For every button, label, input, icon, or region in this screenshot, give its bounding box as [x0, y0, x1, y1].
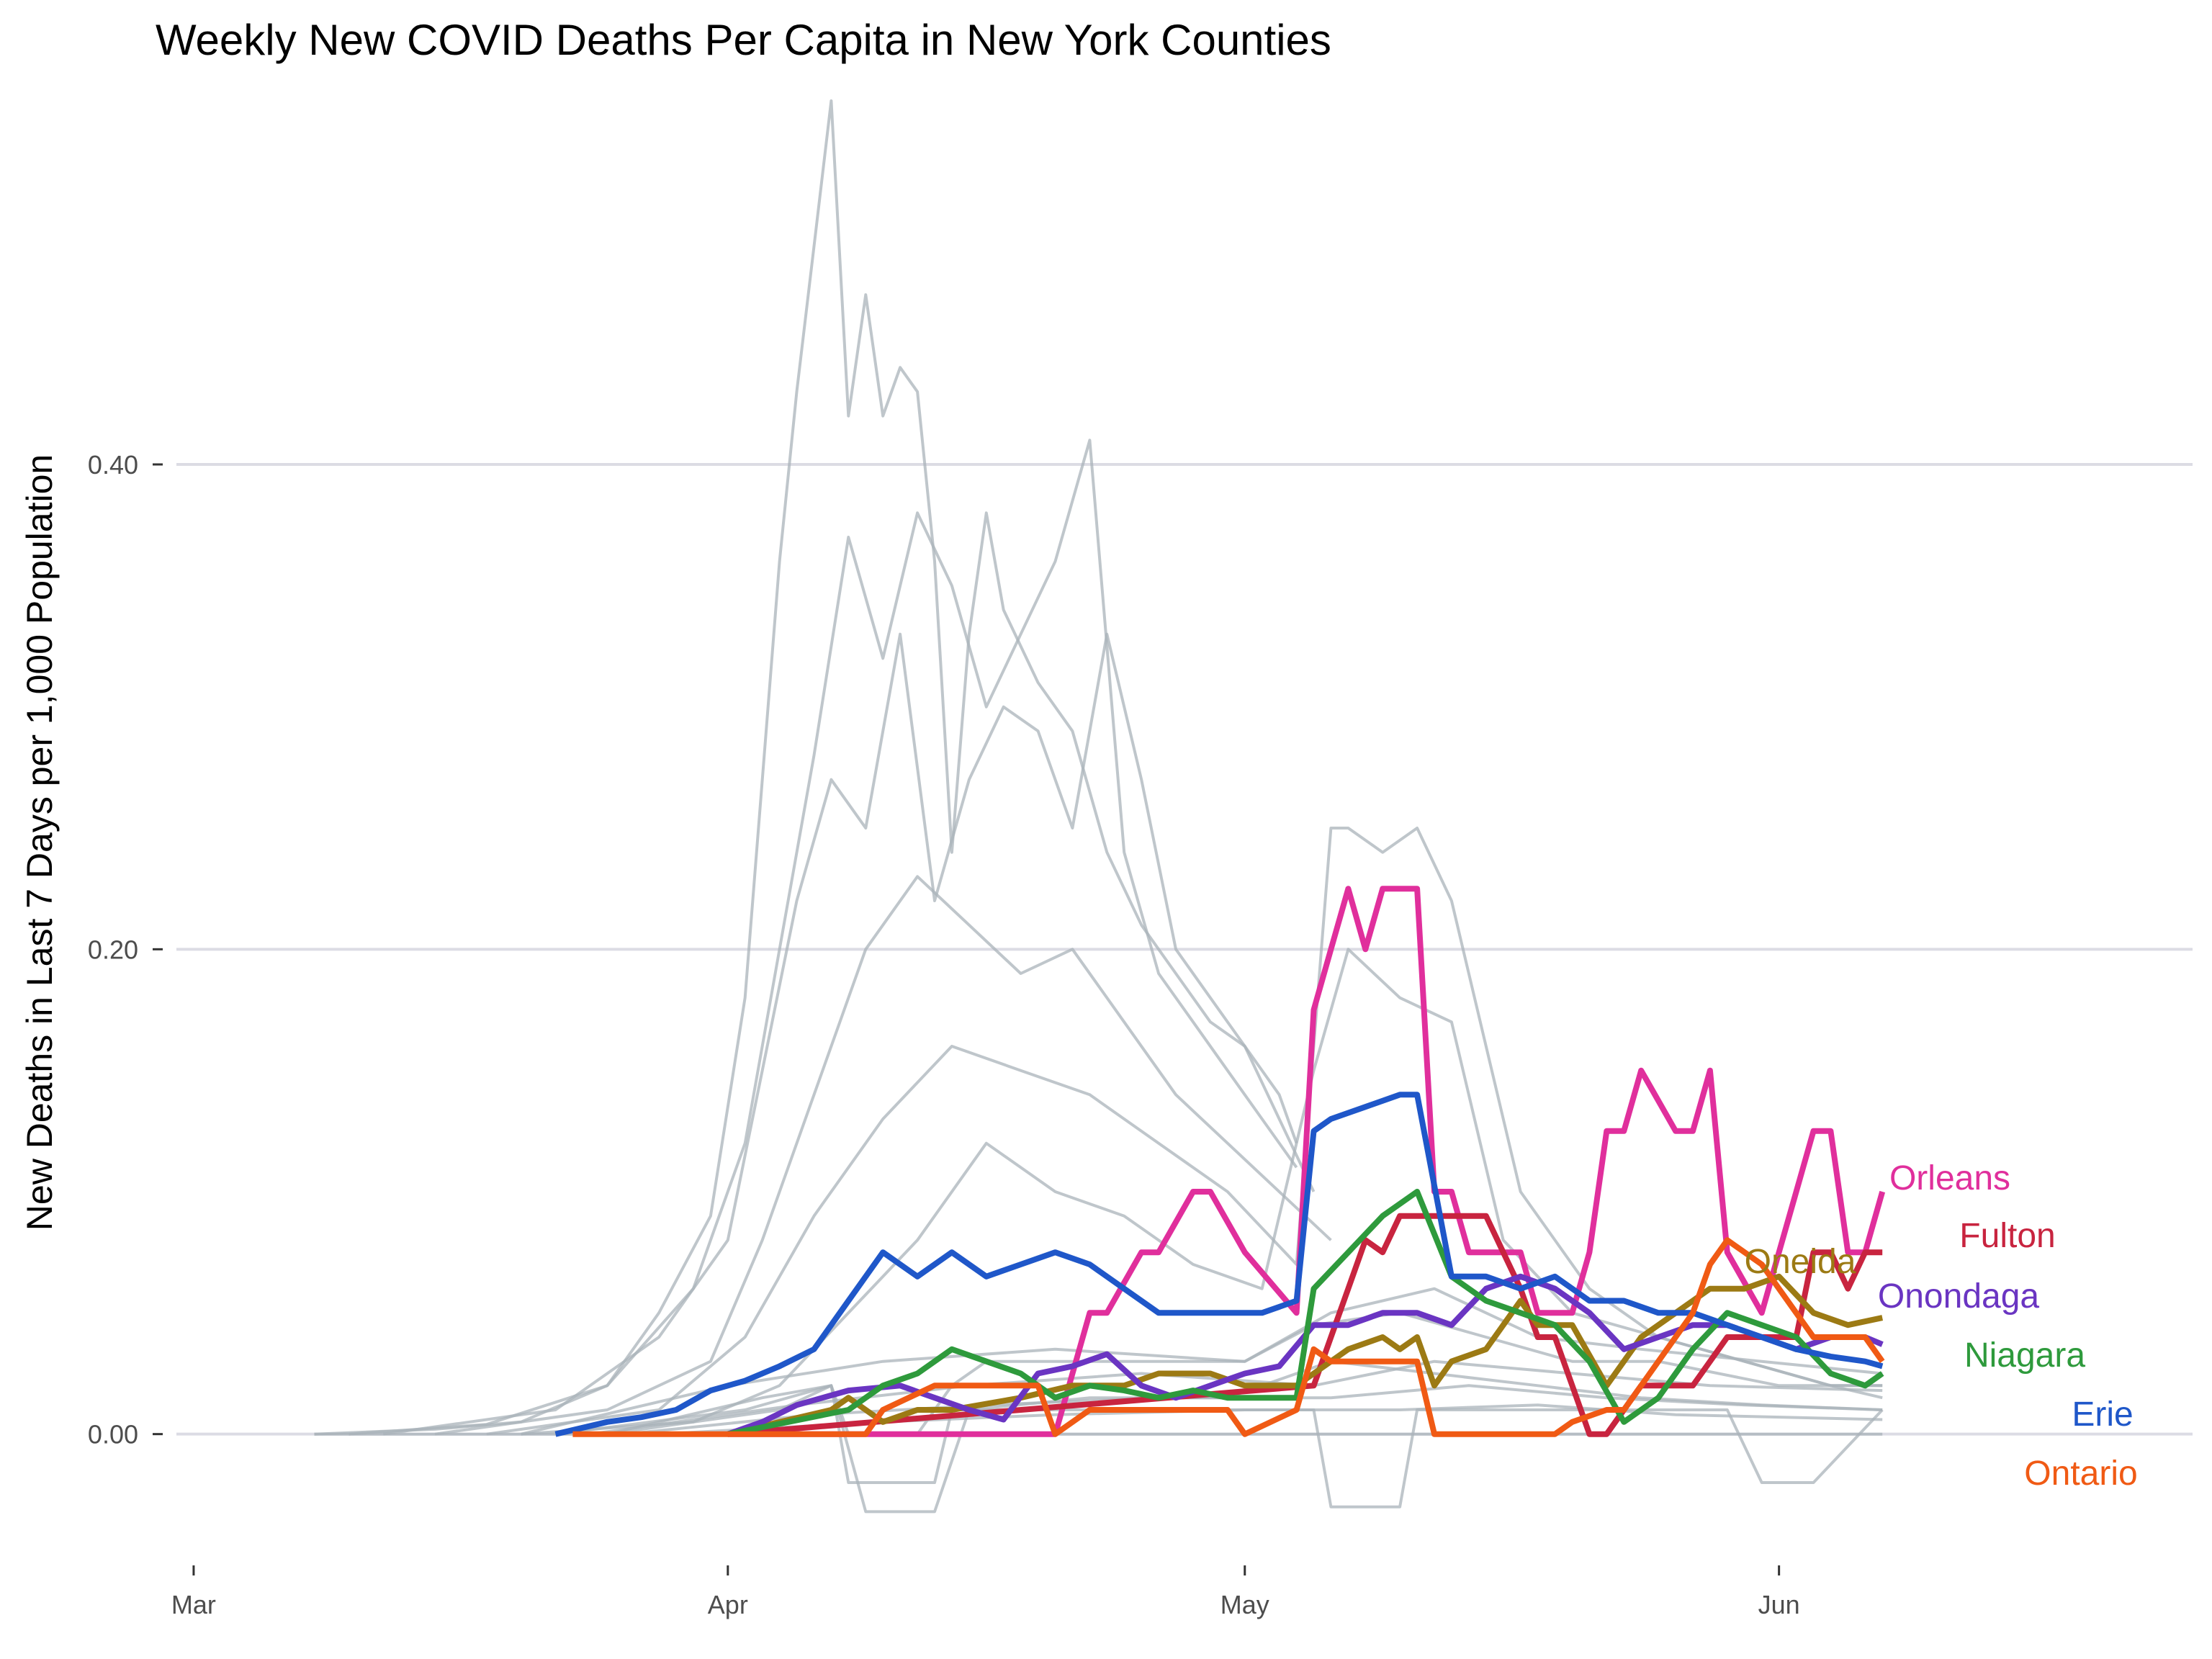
x-tick-label: Apr — [708, 1590, 748, 1619]
series-label-onondaga: Onondaga — [1878, 1277, 2040, 1316]
series-label-erie: Erie — [2072, 1395, 2133, 1434]
series-line-ontario — [572, 1237, 1885, 1437]
series-label-niagara: Niagara — [1964, 1336, 2085, 1375]
x-tick-label: May — [1220, 1590, 1269, 1619]
series-labels: Orleans Fulton Oneida Onondaga Niagara Erie On… — [1745, 1159, 2138, 1493]
highlighted-series — [554, 886, 1886, 1437]
chart-title: Weekly New COVID Deaths Per Capita in Ne… — [156, 16, 1331, 64]
y-tick-label: 0.00 — [88, 1420, 138, 1449]
series-label-ontario: Ontario — [2024, 1455, 2137, 1493]
y-tick-label: 0.40 — [88, 450, 138, 480]
series-line-orleans — [727, 886, 1886, 1437]
series-line-niagara — [727, 1189, 1884, 1437]
series-line-onondaga — [727, 1273, 1884, 1437]
x-tick-label: Jun — [1758, 1590, 1800, 1619]
background-series-line — [606, 1311, 1883, 1436]
series-label-orleans: Orleans — [1889, 1159, 2010, 1197]
y-tick-label: 0.20 — [88, 935, 138, 964]
series-label-fulton: Fulton — [1959, 1217, 2055, 1255]
background-series-line — [521, 1287, 1883, 1436]
x-tick-label: Mar — [171, 1590, 216, 1619]
series-line-fulton — [727, 1213, 1883, 1437]
background-series-line — [382, 632, 1316, 1436]
y-axis-label: New Deaths in Last 7 Days per 1,000 Popu… — [19, 454, 60, 1231]
series-label-oneida: Oneida — [1745, 1243, 1856, 1281]
series-line-oneida — [727, 1273, 1884, 1437]
series-line-erie — [554, 1092, 1884, 1437]
axis-ticks: 0.00 0.20 0.40 Mar Apr May Jun — [88, 450, 1800, 1619]
background-series-line — [607, 1384, 1884, 1509]
background-series-line — [434, 875, 1332, 1436]
background-series-line — [349, 439, 1298, 1436]
background-series-line — [314, 99, 1298, 1436]
background-series — [314, 99, 1884, 1514]
